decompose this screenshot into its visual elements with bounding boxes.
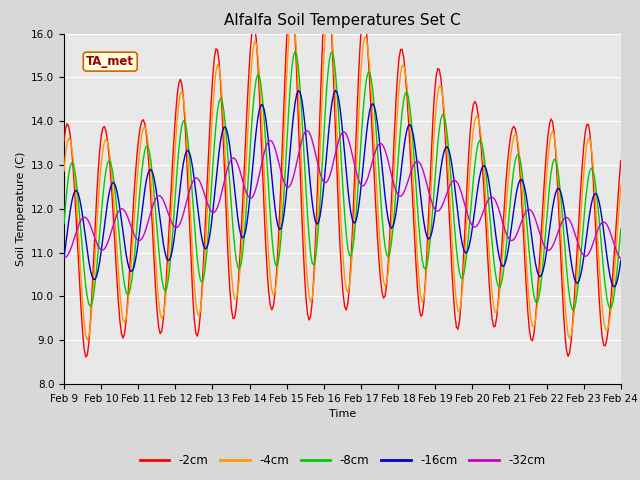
X-axis label: Time: Time: [329, 409, 356, 419]
Y-axis label: Soil Temperature (C): Soil Temperature (C): [15, 152, 26, 266]
Title: Alfalfa Soil Temperatures Set C: Alfalfa Soil Temperatures Set C: [224, 13, 461, 28]
Legend: -2cm, -4cm, -8cm, -16cm, -32cm: -2cm, -4cm, -8cm, -16cm, -32cm: [135, 449, 550, 472]
Text: TA_met: TA_met: [86, 55, 134, 68]
